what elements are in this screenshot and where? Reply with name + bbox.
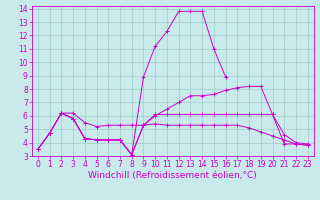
- X-axis label: Windchill (Refroidissement éolien,°C): Windchill (Refroidissement éolien,°C): [88, 171, 257, 180]
